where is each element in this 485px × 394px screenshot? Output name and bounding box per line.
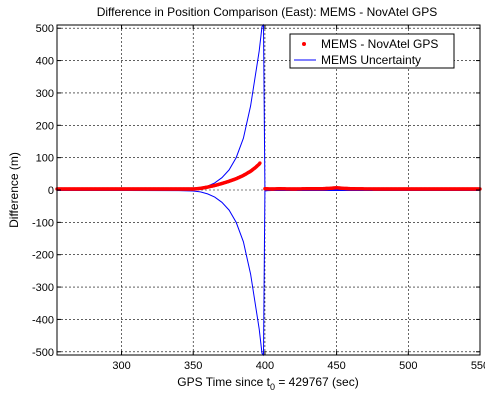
legend: MEMS - NovAtel GPS MEMS Uncertainty (289, 33, 455, 69)
legend-label-uncertainty: MEMS Uncertainty (321, 53, 421, 67)
y-tick-label: 500 (36, 23, 54, 35)
chart-title: Difference in Position Comparison (East)… (97, 5, 438, 19)
data-point (258, 161, 262, 165)
y-tick-label: -100 (32, 217, 54, 229)
y-tick-label: -200 (32, 250, 54, 262)
legend-marker-diff (302, 42, 306, 46)
x-tick-label: 300 (112, 360, 130, 372)
x-tick-label: 550 (471, 360, 485, 372)
y-tick-label: 400 (36, 56, 54, 68)
x-axis-label-suffix: = 429767 (sec) (275, 375, 359, 389)
y-axis-label: Difference (m) (7, 152, 21, 228)
x-tick-label: 450 (327, 360, 345, 372)
y-tick-label: -400 (32, 314, 54, 326)
y-tick-label: 200 (36, 120, 54, 132)
x-tick-label: 350 (184, 360, 202, 372)
x-tick-label: 400 (256, 360, 274, 372)
y-tick-label: -500 (32, 347, 54, 359)
legend-label-diff: MEMS - NovAtel GPS (321, 37, 438, 51)
x-tick-label: 500 (399, 360, 417, 372)
x-axis-label: GPS Time since t0 = 429767 (sec) (177, 375, 358, 392)
y-tick-label: 300 (36, 88, 54, 100)
x-axis-label-prefix: GPS Time since t (177, 375, 270, 389)
series-mems-novatel-gps (55, 161, 482, 191)
legend-box (289, 33, 455, 69)
y-tick-label: -300 (32, 282, 54, 294)
y-tick-label: 0 (48, 185, 54, 197)
x-axis-label-subscript: 0 (270, 382, 275, 392)
axis-ticks: 300 350 400 450 500 550 -500 -400 -300 -200 -100 0 1… (32, 23, 485, 372)
y-tick-label: 100 (36, 153, 54, 165)
uncertainty-lower-line (57, 190, 480, 357)
